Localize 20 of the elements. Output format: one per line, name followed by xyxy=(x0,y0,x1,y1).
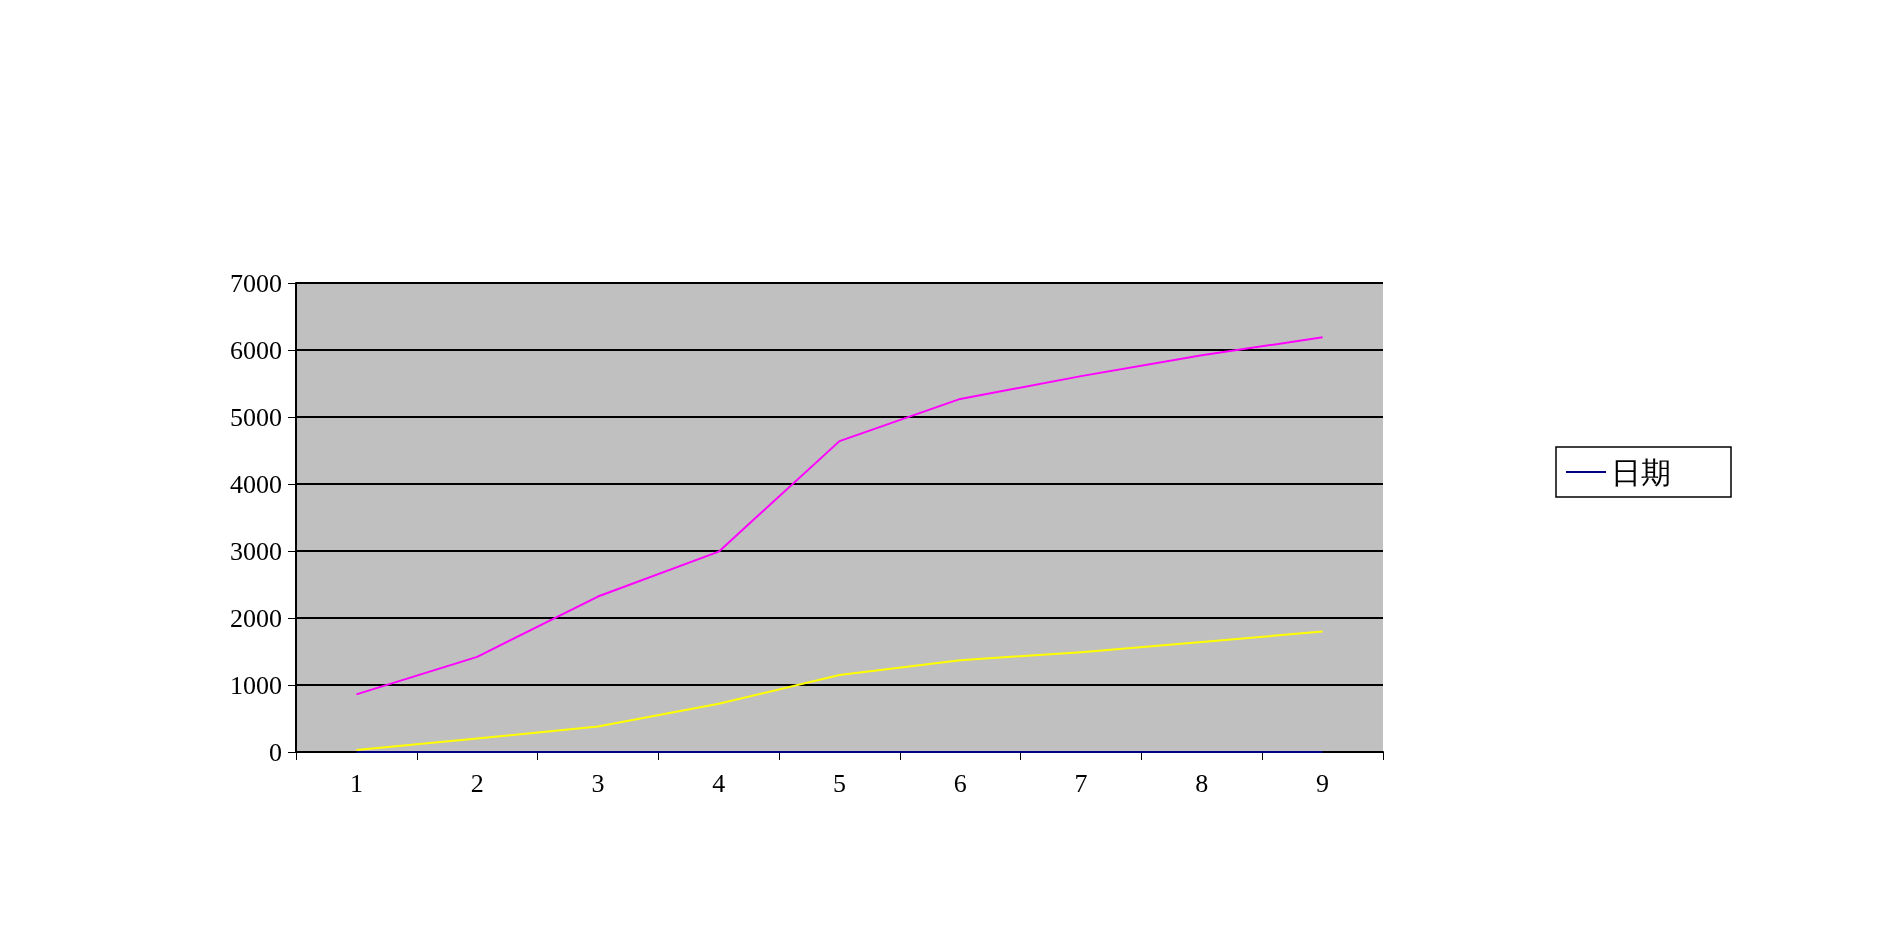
y-tick-label: 5000 xyxy=(230,402,282,432)
x-tick-label: 4 xyxy=(712,768,726,798)
y-tick-label: 6000 xyxy=(230,335,282,365)
x-tick-label: 6 xyxy=(953,768,967,798)
y-tick-label: 1000 xyxy=(230,670,282,700)
x-tick-label: 9 xyxy=(1316,768,1330,798)
line-series xyxy=(355,630,1324,751)
y-tick-label: 2000 xyxy=(230,603,282,633)
y-tick-label: 7000 xyxy=(230,268,282,298)
line-series xyxy=(355,336,1324,696)
y-tick-label: 3000 xyxy=(230,536,282,566)
y-tick-label: 0 xyxy=(269,737,282,767)
y-tick-label: 4000 xyxy=(230,469,282,499)
x-tick-label: 8 xyxy=(1195,768,1209,798)
x-tick-label: 1 xyxy=(349,768,363,798)
x-tick-label: 7 xyxy=(1074,768,1088,798)
x-tick-label: 5 xyxy=(833,768,846,798)
legend-label: 日期 xyxy=(1611,454,1671,490)
x-tick-label: 3 xyxy=(591,768,605,798)
x-tick-label: 2 xyxy=(470,768,484,798)
